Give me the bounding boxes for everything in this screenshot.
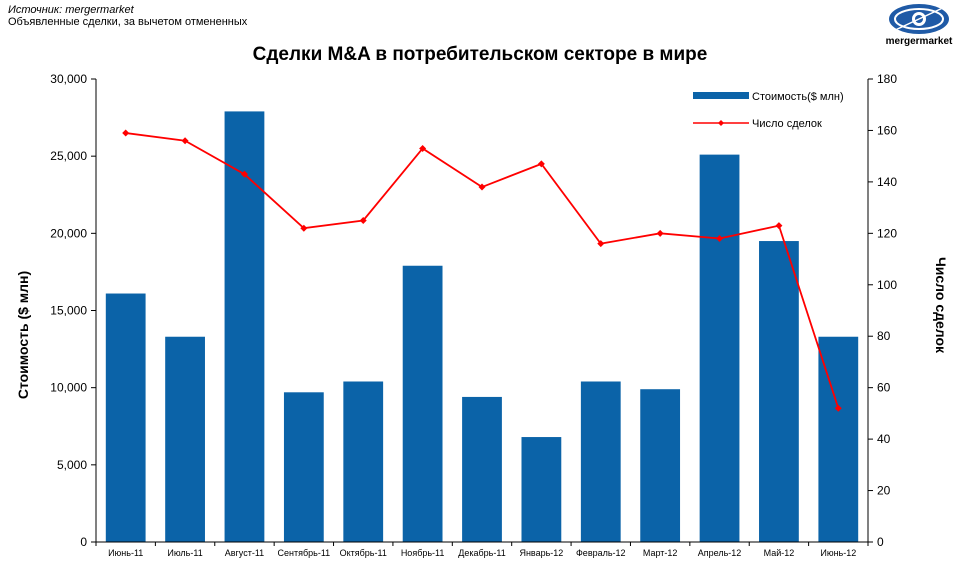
y-tick-label: 0: [80, 535, 87, 549]
point-Октябрь-11: [359, 216, 367, 224]
line-series: [122, 129, 842, 412]
point-Июль-11: [181, 137, 189, 145]
x-tick-label: Март-12: [643, 548, 678, 558]
chart-title: Сделки M&A в потребительском секторе в м…: [252, 44, 708, 65]
subtitle-note: Объявленные сделки, за вычетом отмененны…: [8, 16, 248, 28]
y2-tick-label: 60: [877, 381, 891, 395]
bar-Октябрь-11: [343, 381, 384, 542]
bar-Сентябрь-11: [283, 392, 324, 542]
x-tick-label: Октябрь-11: [340, 548, 387, 558]
y2-tick-label: 100: [877, 278, 897, 292]
x-tick-label: Август-11: [225, 548, 264, 558]
x-tick-label: Февраль-12: [576, 548, 626, 558]
point-Март-12: [656, 229, 664, 237]
source-note: Источник: mergermarket: [8, 4, 134, 16]
eye-logo-icon: [889, 4, 949, 34]
point-Декабрь-11: [478, 183, 486, 191]
bar-Январь-12: [521, 437, 562, 542]
point-Ноябрь-11: [419, 144, 427, 152]
bar-Май-12: [759, 241, 799, 543]
y-tick-label: 25,000: [50, 149, 87, 163]
y2-tick-label: 180: [877, 72, 897, 86]
y2-tick-label: 40: [877, 432, 891, 446]
x-tick-label: Январь-12: [519, 548, 563, 558]
point-Апрель-12: [716, 234, 724, 242]
y2-axis-title: Число сделок: [933, 257, 949, 354]
y2-tick-label: 0: [877, 535, 884, 549]
y2-tick-label: 140: [877, 175, 897, 189]
bar-series: [105, 111, 859, 543]
point-Июнь-11: [122, 129, 130, 137]
legend-label-value: Стоимость($ млн): [752, 91, 844, 103]
point-Август-11: [240, 170, 248, 178]
x-tick-label: Сентябрь-11: [278, 548, 331, 558]
y2-tick-label: 120: [877, 226, 897, 240]
bar-Ноябрь-11: [402, 265, 443, 542]
point-Февраль-12: [597, 240, 605, 248]
y-tick-label: 20,000: [50, 226, 87, 240]
legend-swatch-marker: [718, 120, 724, 126]
y-tick-label: 15,000: [50, 304, 87, 318]
legend-label-count: Число сделок: [752, 118, 822, 130]
point-Сентябрь-11: [300, 224, 308, 232]
x-tick-label: Июль-11: [167, 548, 202, 558]
y2-tick-label: 160: [877, 123, 897, 137]
legend: Стоимость($ млн) Число сделок: [693, 91, 844, 130]
bar-Декабрь-11: [462, 396, 502, 542]
y2-tick-label: 20: [877, 484, 891, 498]
bar-Февраль-12: [580, 381, 621, 542]
bar-Июль-11: [165, 336, 205, 542]
y-tick-label: 5,000: [57, 458, 87, 472]
y-tick-label: 30,000: [50, 72, 87, 86]
x-tick-label: Июнь-11: [108, 548, 143, 558]
bar-Апрель-12: [699, 154, 740, 542]
x-tick-label: Декабрь-11: [458, 548, 505, 558]
point-Январь-12: [537, 160, 545, 168]
y-axis-title: Стоимость ($ млн): [15, 271, 31, 399]
bar-Июнь-12: [818, 336, 859, 542]
logo-text: mergermarket: [885, 36, 953, 47]
point-Май-12: [775, 222, 783, 230]
legend-swatch-value: [693, 92, 749, 99]
x-tick-label: Апрель-12: [698, 548, 742, 558]
y2-tick-label: 80: [877, 329, 891, 343]
x-tick-label: Июнь-12: [820, 548, 856, 558]
y-tick-label: 10,000: [50, 381, 87, 395]
bar-Июнь-11: [105, 293, 146, 542]
bar-Март-12: [640, 389, 681, 542]
x-tick-label: Ноябрь-11: [401, 548, 445, 558]
axes: 0 5,000 10,000 15,000 20,000 25,000 30,000 0 20 4…: [50, 72, 897, 558]
bar-Август-11: [224, 111, 265, 542]
point-Июнь-12: [834, 404, 842, 412]
x-tick-label: Май-12: [764, 548, 795, 558]
mergermarket-logo: mergermarket: [882, 2, 956, 48]
